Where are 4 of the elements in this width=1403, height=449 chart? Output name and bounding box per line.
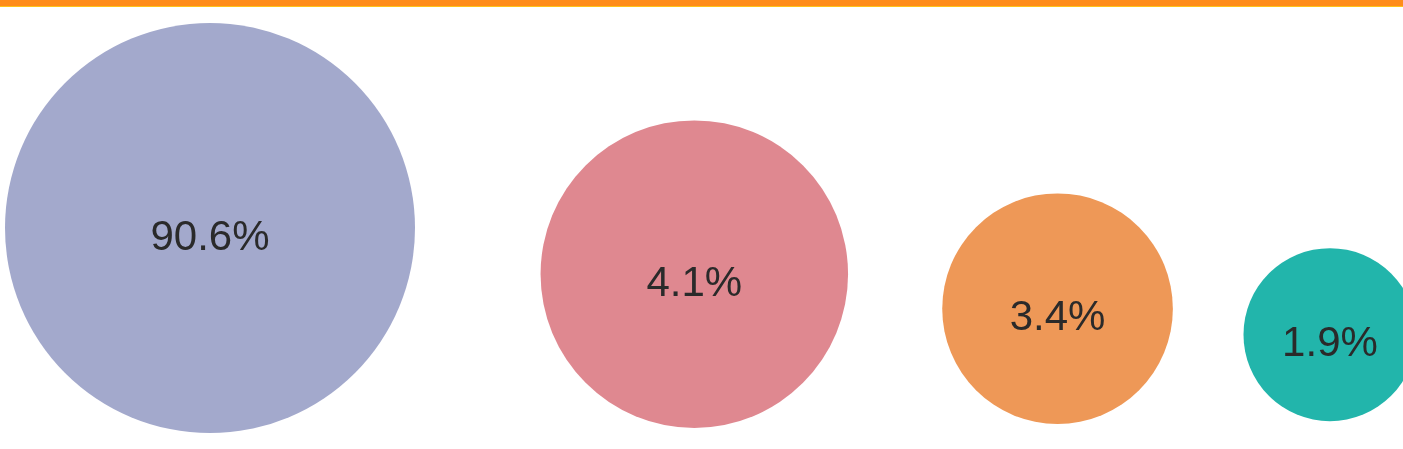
data-label: 3.4% [1009, 292, 1106, 340]
data-label: 4.1% [646, 257, 743, 305]
data-label: 1.9% [1282, 318, 1378, 366]
data-label: 90.6% [150, 211, 270, 259]
